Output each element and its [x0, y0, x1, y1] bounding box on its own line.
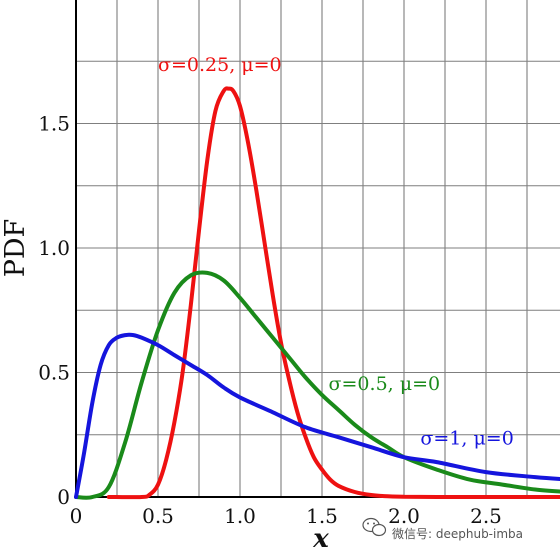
x-tick-label: 2.5 — [470, 504, 502, 528]
series-line-0 — [106, 86, 560, 500]
series-annotation-2: σ=1, μ=0 — [420, 428, 513, 450]
y-tick-label: 1.0 — [38, 236, 70, 260]
series-lines — [74, 86, 560, 500]
y-tick-label: 1.5 — [38, 112, 70, 136]
y-axis-title: PDF — [0, 219, 31, 278]
y-tick-label: 0 — [57, 485, 70, 509]
watermark-text: 微信号: deephub-imba — [392, 527, 523, 541]
x-tick-labels: 0 0.5 1.0 1.5 2.0 2.5 — [70, 504, 502, 528]
series-annotation-1: σ=0.5, μ=0 — [329, 373, 441, 395]
x-tick-label: 0.5 — [142, 504, 174, 528]
x-tick-label: 1.0 — [224, 504, 256, 528]
series-annotation-0: σ=0.25, μ=0 — [158, 54, 282, 76]
wechat-icon — [362, 517, 387, 537]
series-line-2 — [74, 332, 560, 499]
x-tick-label: 2.0 — [388, 504, 420, 528]
x-tick-label: 0 — [70, 504, 83, 528]
series-annotations: σ=0.25, μ=0 σ=0.5, μ=0 σ=1, μ=0 — [158, 54, 514, 450]
y-tick-label: 0.5 — [38, 361, 70, 385]
y-tick-labels: 0 0.5 1.0 1.5 — [38, 112, 70, 510]
series-line-1 — [74, 270, 560, 500]
grid — [76, 0, 560, 497]
x-tick-label: 1.5 — [306, 504, 338, 528]
watermark: 微信号: deephub-imba — [362, 517, 523, 541]
x-axis-title: x — [312, 524, 329, 554]
